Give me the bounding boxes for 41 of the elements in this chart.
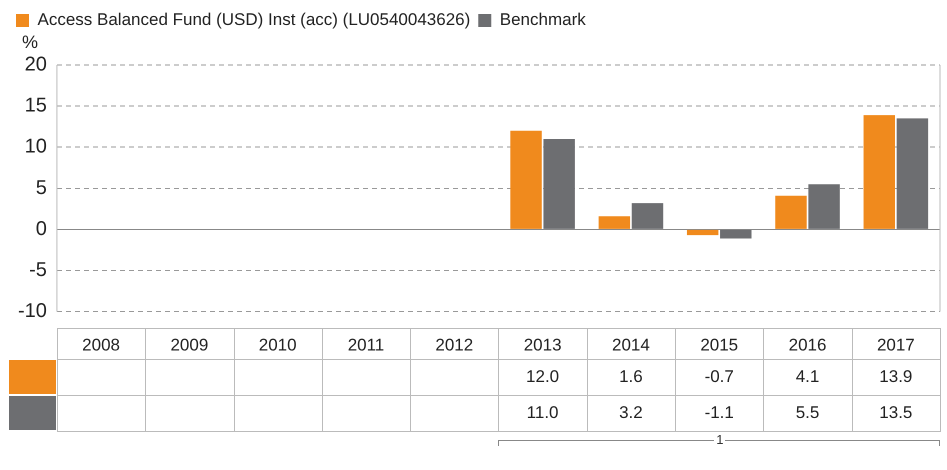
y-tick-label: -5 (29, 259, 47, 282)
bar (808, 184, 840, 229)
data-label: 3.2 (619, 402, 643, 423)
y-tick-label: -10 (18, 300, 47, 322)
y-tick-label: 10 (24, 136, 47, 158)
y-tick-label: 5 (36, 176, 47, 199)
text: 1 (714, 432, 726, 447)
x-tick-label: 2014 (612, 335, 650, 354)
x-tick-label: 2015 (700, 335, 738, 354)
bar (686, 230, 718, 236)
y-tick-label: 0 (36, 218, 47, 240)
x-tick-label: 2010 (258, 335, 297, 354)
x-tick-label: 2011 (348, 335, 384, 354)
x-tick-label: 2009 (170, 335, 208, 354)
x-tick-label: 2012 (435, 335, 474, 354)
bar (598, 216, 630, 229)
y-tick-label: 15 (24, 94, 47, 117)
y-axis-title: % (22, 32, 38, 52)
bar (864, 115, 896, 229)
bar (510, 130, 542, 229)
legend-label: Access Balanced Fund (USD) Inst (acc) (LU0540043626) (38, 10, 470, 30)
data-label: 12.0 (526, 366, 560, 387)
bar (775, 196, 807, 229)
bar (543, 138, 575, 229)
data-label: 13.9 (879, 366, 912, 387)
data-label: 1.6 (619, 366, 643, 387)
bar (896, 118, 928, 229)
data-label: -0.7 (704, 366, 734, 387)
data-label: 4.1 (796, 366, 820, 387)
x-tick-label: 2008 (82, 335, 120, 354)
bar (632, 203, 664, 229)
x-tick-label: 2013 (524, 335, 562, 354)
legend-label: Benchmark (500, 10, 586, 30)
data-label: 13.5 (879, 402, 912, 423)
data-label: 5.5 (796, 402, 820, 423)
y-tick-label: 20 (24, 54, 47, 76)
x-tick-label: 2016 (788, 335, 826, 354)
data-label: -1.1 (704, 402, 734, 423)
bar (720, 230, 752, 238)
x-tick-label: 2017 (876, 335, 915, 354)
data-label: 11.0 (526, 402, 559, 423)
